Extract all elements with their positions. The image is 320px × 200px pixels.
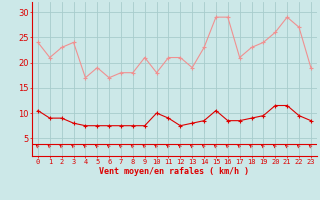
X-axis label: Vent moyen/en rafales ( km/h ): Vent moyen/en rafales ( km/h ) [100, 167, 249, 176]
